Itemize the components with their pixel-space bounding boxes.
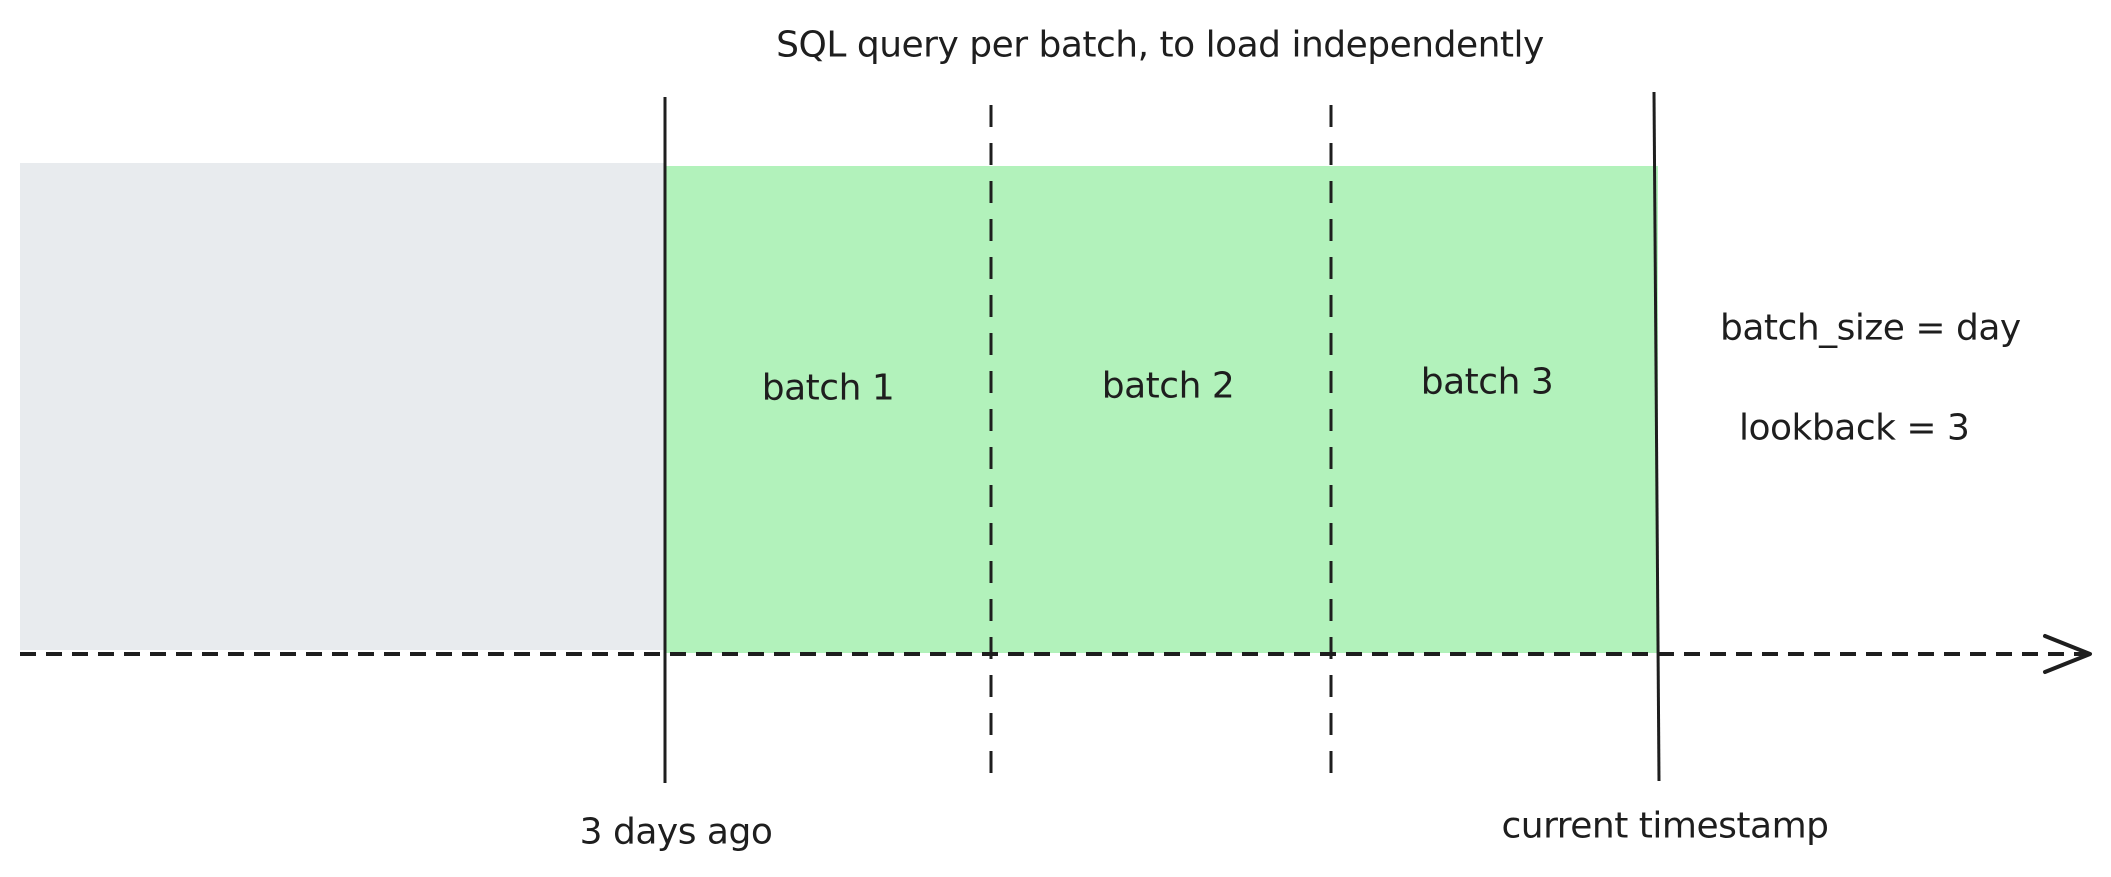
lookback-param: lookback = 3	[1739, 407, 1970, 449]
batch-region	[666, 166, 1658, 653]
axis-arrowhead	[2043, 634, 2092, 674]
batch-label-2: batch 2	[1101, 365, 1235, 407]
batch-size-param: batch_size = day	[1720, 307, 2021, 349]
start-label: 3 days ago	[579, 811, 773, 853]
end-boundary-line	[1652, 91, 1661, 782]
batch-label-3: batch 3	[1420, 361, 1554, 403]
end-label: current timestamp	[1501, 805, 1830, 847]
past-region	[20, 163, 666, 650]
diagram-title: SQL query per batch, to load independent…	[776, 24, 1544, 66]
batch-label-1: batch 1	[761, 367, 895, 409]
